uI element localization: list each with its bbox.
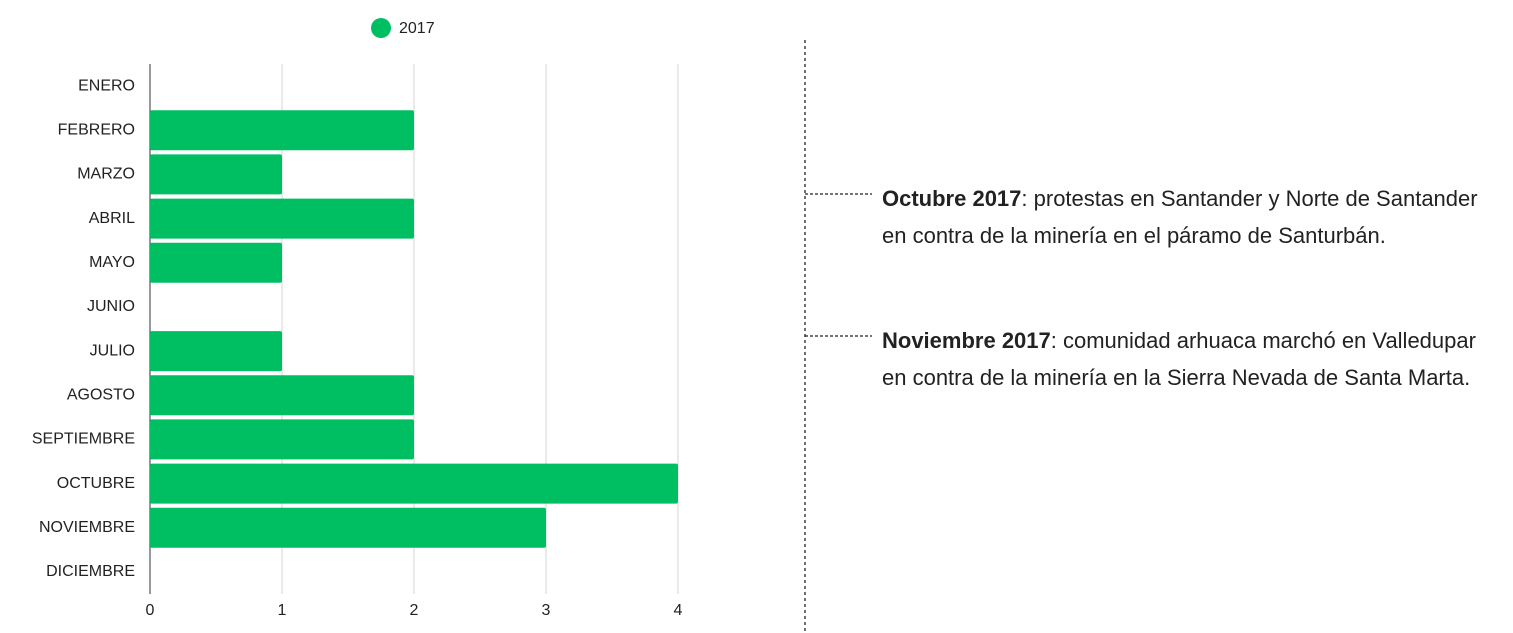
annotation-bold: Octubre 2017 bbox=[882, 186, 1022, 211]
bar bbox=[150, 463, 678, 504]
bar bbox=[150, 110, 414, 151]
annotation-bold: Noviembre 2017 bbox=[882, 328, 1051, 353]
bar bbox=[150, 331, 282, 372]
annotation: Noviembre 2017: comunidad arhuaca marchó… bbox=[882, 322, 1502, 396]
y-tick-label: JULIO bbox=[90, 342, 135, 359]
bar bbox=[150, 242, 282, 283]
x-tick-label: 1 bbox=[278, 602, 287, 619]
legend-marker bbox=[371, 18, 391, 38]
bar bbox=[150, 507, 546, 548]
bar bbox=[150, 198, 414, 239]
x-tick-label: 4 bbox=[674, 602, 683, 619]
bar bbox=[150, 419, 414, 460]
y-tick-label: ABRIL bbox=[89, 210, 135, 227]
legend-label: 2017 bbox=[399, 20, 435, 37]
x-tick-label: 0 bbox=[146, 602, 155, 619]
y-tick-label: AGOSTO bbox=[67, 386, 135, 403]
bar bbox=[150, 375, 414, 416]
y-tick-label: MARZO bbox=[77, 166, 135, 183]
bar bbox=[150, 154, 282, 195]
y-tick-label: OCTUBRE bbox=[57, 475, 135, 492]
x-tick-label: 2 bbox=[410, 602, 419, 619]
annotation-text: : comunidad arhuaca marchó en Valledupar… bbox=[882, 328, 1476, 390]
y-tick-label: MAYO bbox=[89, 254, 135, 271]
x-tick-label: 3 bbox=[542, 602, 551, 619]
y-tick-label: DICIEMBRE bbox=[46, 563, 135, 580]
y-tick-label: NOVIEMBRE bbox=[39, 519, 135, 536]
y-tick-label: JUNIO bbox=[87, 298, 135, 315]
y-tick-label: ENERO bbox=[78, 77, 135, 94]
y-tick-label: SEPTIEMBRE bbox=[32, 431, 135, 448]
annotation: Octubre 2017: protestas en Santander y N… bbox=[882, 180, 1502, 254]
y-tick-label: FEBRERO bbox=[58, 121, 135, 138]
annotation-text: : protestas en Santander y Norte de Sant… bbox=[882, 186, 1478, 248]
